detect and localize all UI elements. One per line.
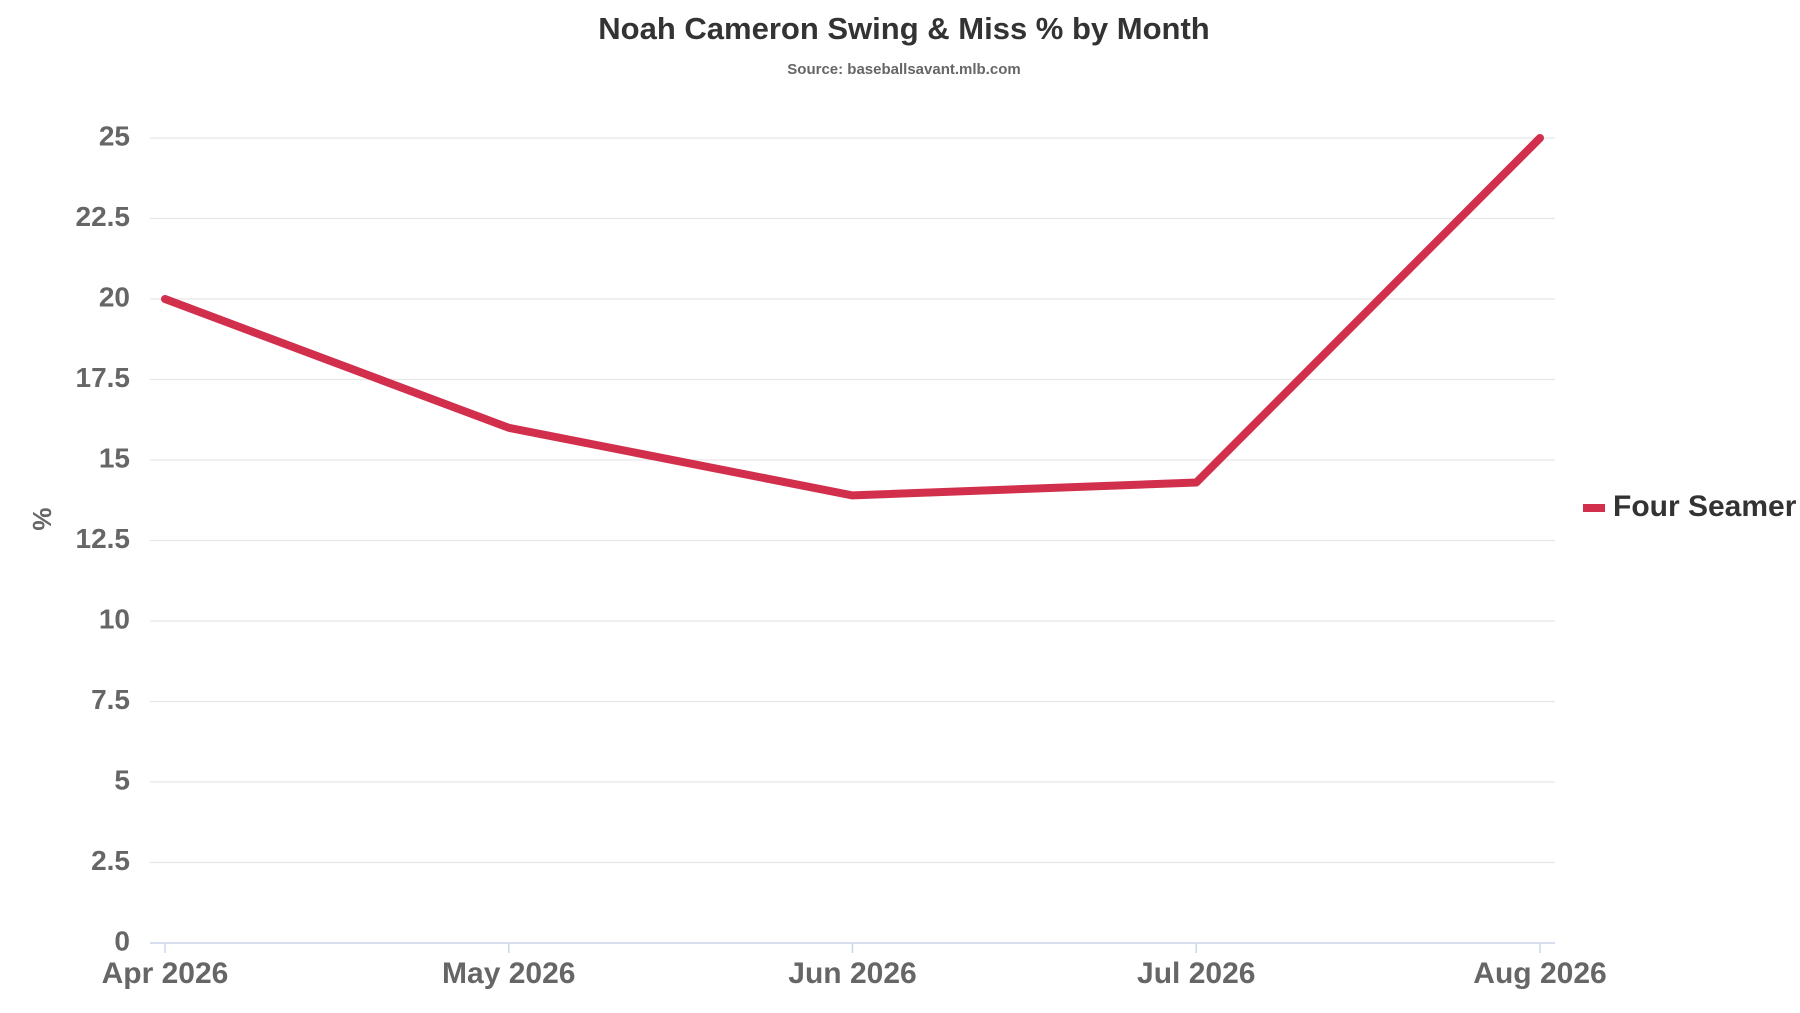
series-line	[161, 134, 1544, 500]
y-tick-label: 7.5	[91, 684, 130, 715]
x-tick-label: May 2026	[442, 957, 575, 990]
y-tick-label: 22.5	[76, 201, 131, 232]
chart-title: Noah Cameron Swing & Miss % by Month	[598, 11, 1209, 46]
y-tick-label: 2.5	[91, 845, 130, 876]
y-tick-label: 10	[99, 603, 130, 634]
chart-subtitle: Source: baseballsavant.mlb.com	[787, 61, 1020, 78]
x-tick-label: Apr 2026	[102, 957, 229, 990]
y-tick-label: 15	[99, 442, 130, 473]
y-tick-label: 17.5	[76, 362, 131, 393]
y-tick-label: 20	[99, 281, 130, 312]
y-axis-label: %	[27, 507, 57, 530]
legend-label: Four Seamer	[1613, 490, 1797, 523]
x-tick-label: Jul 2026	[1137, 957, 1255, 990]
y-tick-label: 12.5	[76, 523, 131, 554]
y-tick-label: 0	[114, 925, 130, 956]
y-tick-label: 5	[114, 764, 130, 795]
x-tick-label: Jun 2026	[788, 957, 916, 990]
x-tick-label: Aug 2026	[1473, 957, 1606, 990]
y-tick-label: 25	[99, 120, 130, 151]
